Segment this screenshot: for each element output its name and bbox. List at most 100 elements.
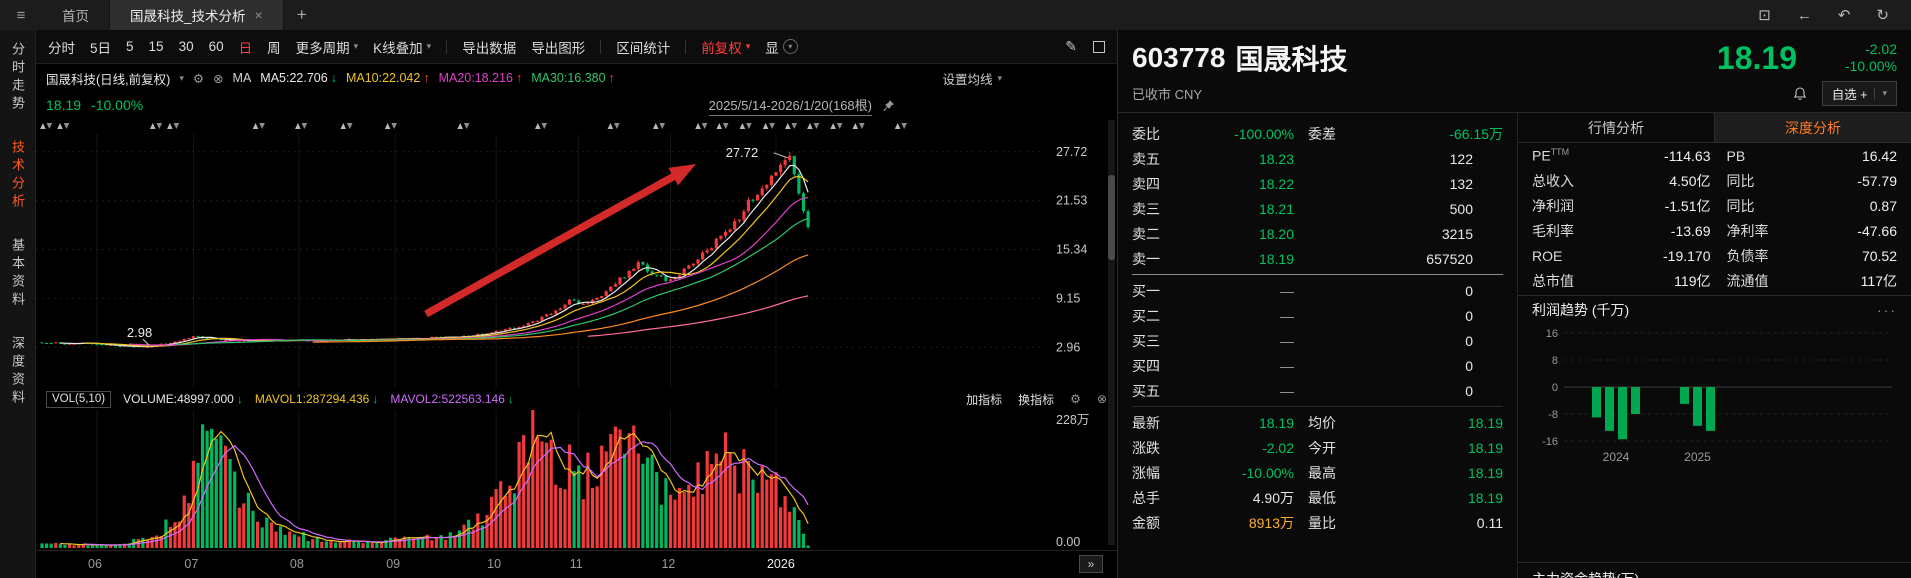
volume-header: VOL(5,10) VOLUME:48997.000 ↓ MAVOL1:2872… [36,388,1117,410]
high-price-label: 27.72 [726,145,759,160]
volume-value: VOLUME:48997.000 ↓ [123,392,243,406]
bid-row-5[interactable]: 买五 — 0 [1132,382,1473,399]
adjust-mode-dropdown[interactable]: 前复权 ▾ [701,40,751,56]
ask-row-2[interactable]: 卖二 18.20 3215 [1132,225,1473,242]
ask-row-3[interactable]: 卖三 18.21 500 [1132,200,1473,217]
profit-bar [1605,387,1614,431]
more-options-icon[interactable]: ··· [1877,301,1897,318]
back-icon[interactable]: ← [1796,6,1812,24]
menu-icon[interactable]: ≡ [16,6,26,24]
refresh-icon[interactable]: ↻ [1876,7,1889,24]
indicator-actions: 加指标 换指标 ⚙ ⊗ [966,391,1107,408]
switch-indicator-button[interactable]: 换指标 [1018,392,1055,407]
chevron-down-icon: ▾ [426,41,432,51]
period-60min[interactable]: 60 [208,39,224,54]
date-range[interactable]: 2025/5/14-2026/1/20(168根) [708,95,872,116]
period-15min[interactable]: 15 [148,39,164,54]
down-arrow-icon: ↓ [372,392,379,406]
fundamental-row: PETTM -114.63 PB 16.42 [1532,147,1897,164]
price-axis-labels: 27.72 21.53 15.34 9.15 2.96 [1056,145,1087,354]
profit-bar [1631,387,1640,414]
add-indicator-button[interactable]: 加指标 [966,392,1003,407]
period-30min[interactable]: 30 [178,39,194,54]
export-image-button[interactable]: 导出图形 [531,40,586,56]
stats-divider [1132,406,1503,407]
ma-settings-button[interactable]: 设置均线 ▾ [942,72,1002,87]
last-price: 18.19 [1716,40,1797,76]
close-tab-icon[interactable]: × [254,7,263,23]
market-status: 已收市 CNY [1132,87,1203,102]
volume-indicator-tag[interactable]: VOL(5,10) [46,390,112,408]
close-indicator-icon[interactable]: ⊗ [213,71,224,86]
nav-technical-analysis[interactable]: 技术分析 [10,140,25,212]
stat-row: 涨幅 -10.00% 最高 18.19 [1132,464,1503,481]
fullscreen-icon[interactable] [1093,40,1105,53]
mavol1-value: MAVOL1:287294.436 ↓ [254,392,379,406]
ask-row-4[interactable]: 卖四 18.22 132 [1132,175,1473,192]
current-change-label: -10.00% [91,97,144,113]
display-options-dropdown[interactable]: 显 ▾ [765,37,798,57]
svg-text:9.15: 9.15 [1056,291,1080,305]
x-axis-label: 08 [289,557,304,571]
chevron-down-icon: ▾ [1882,88,1887,98]
fundamental-row: ROE -19.170 负债率 70.52 [1532,247,1897,264]
close-indicator-icon[interactable]: ⊗ [1096,392,1107,406]
toolbar-tools: ✎ [1065,38,1105,55]
nav-basic-info[interactable]: 基本资料 [10,238,25,310]
bid-row-1[interactable]: 买一 — 0 [1132,282,1473,299]
period-5day[interactable]: 5日 [90,40,112,56]
tab-home[interactable]: 首页 [42,0,110,30]
svg-text:27.72: 27.72 [1056,145,1087,159]
chart-area: 分时 5日 5 15 30 60 日 周 更多周期 ▾ K线叠加 ▾ 导出数据 … [36,30,1118,578]
kline-overlay-dropdown[interactable]: K线叠加 ▾ [373,40,432,56]
tab-market-analysis[interactable]: 行情分析 [1588,119,1644,136]
up-arrow-icon: ↑ [515,71,523,85]
period-weekly[interactable]: 周 [267,40,281,56]
bid-row-2[interactable]: 买二 — 0 [1132,307,1473,324]
ask-row-1[interactable]: 卖一 18.19 657520 [1132,250,1473,267]
draw-pen-icon[interactable]: ✎ [1065,38,1077,54]
x-axis: » 06 07 08 09 10 11 12 2026 [36,550,1117,578]
scroll-next-button[interactable]: » [1079,555,1103,573]
chart-scrollbar-thumb[interactable] [1108,175,1115,260]
volume-axis-min: 0.00 [1056,535,1080,549]
undo-icon[interactable]: ↶ [1837,7,1851,24]
profit-bar [1693,387,1702,426]
bid-row-3[interactable]: 买三 — 0 [1132,332,1473,349]
candlestick-chart[interactable]: 27.72 21.53 15.34 9.15 2.96 27.72 2.98 [36,118,1118,388]
price-info-row: 18.19 -10.00% 2025/5/14-2026/1/20(168根) [36,92,1117,118]
weibi-value: -100.00% [1234,125,1294,142]
bid-row-4[interactable]: 买四 — 0 [1132,357,1473,374]
new-tab-button[interactable]: + [296,5,307,24]
ask-row-5[interactable]: 卖五 18.23 122 [1132,150,1473,167]
svg-text:0: 0 [1552,382,1558,394]
x-axis-label: 11 [569,557,583,571]
quote-panel: 603778 国晟科技 18.19 -2.02 -10.00% 已收市 CNY … [1118,30,1911,578]
range-statistics-button[interactable]: 区间统计 [616,40,671,56]
button-divider [1874,87,1876,100]
mavol-lines [60,430,809,546]
tab-stock-label: 国晟科技_技术分析 [130,9,246,24]
ask-bid-divider [1132,274,1503,275]
nav-minute-chart[interactable]: 分时走势 [10,42,25,114]
chevron-down-icon[interactable]: ▾ [179,72,184,83]
volume-chart[interactable]: 228万 0.00 [36,410,1118,550]
screenshot-icon[interactable]: ⊡ [1758,7,1771,24]
tab-depth-analysis[interactable]: 深度分析 [1714,113,1911,142]
period-5min[interactable]: 5 [126,39,134,54]
nav-depth-info[interactable]: 深度资料 [10,336,25,408]
period-minute[interactable]: 分时 [48,40,75,56]
grid-layer [36,134,1044,388]
fundamental-row: 毛利率 -13.69 净利率 -47.66 [1532,222,1897,239]
export-data-button[interactable]: 导出数据 [462,40,517,56]
window-tabbar: ≡ 首页 国晟科技_技术分析 × + ⊡ ← ↶ ↻ [0,0,1911,30]
alert-bell-icon[interactable] [1792,86,1808,102]
gear-icon[interactable]: ⚙ [192,71,205,86]
gear-icon[interactable]: ⚙ [1070,392,1081,406]
more-periods-dropdown[interactable]: 更多周期 ▾ [295,40,359,56]
tab-stock-analysis[interactable]: 国晟科技_技术分析 × [110,0,284,30]
add-watchlist-button[interactable]: 自选 + ▾ [1821,81,1897,106]
pin-icon[interactable] [882,99,895,112]
chart-scrollbar-track [1108,120,1115,545]
period-daily[interactable]: 日 [238,40,253,56]
